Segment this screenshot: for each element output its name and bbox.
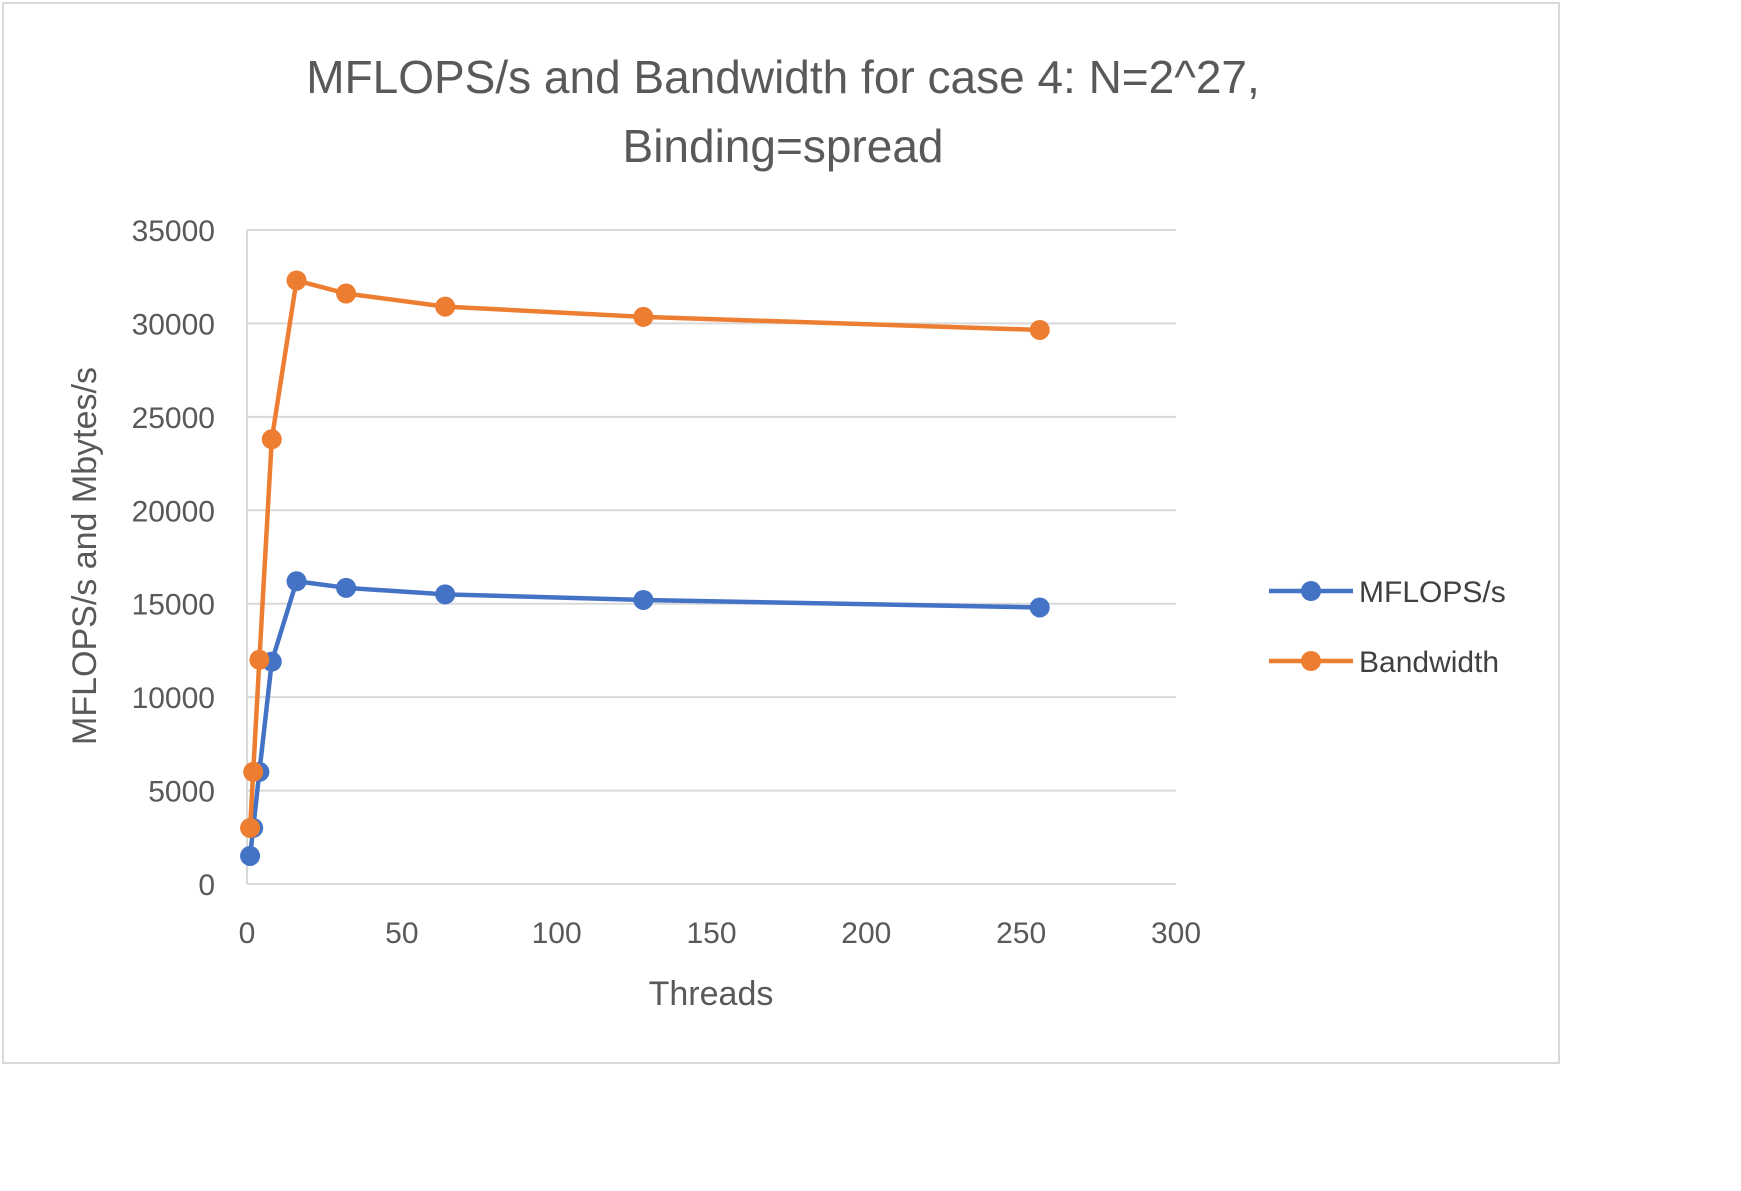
data-point [249,649,270,670]
x-tick-label: 250 [996,917,1046,950]
legend-label: MFLOPS/s [1359,576,1506,609]
data-point [243,761,264,782]
series-line [247,579,1040,857]
y-tick-label: 15000 [132,589,215,622]
y-tick-label: 5000 [148,776,215,809]
data-point [286,571,307,592]
y-tick-label: 10000 [132,682,215,715]
data-point [240,817,261,838]
chart-title-line-1: MFLOPS/s and Bandwidth for case 4: N=2^2… [306,51,1260,103]
data-point [435,584,456,605]
series-mflops [240,571,1050,866]
y-tick-label: 20000 [132,495,215,528]
x-tick-label: 50 [385,917,418,950]
x-tick-label: 200 [841,917,891,950]
legend-swatch-marker [1301,581,1321,601]
x-tick-label: 0 [239,917,256,950]
y-tick-label: 30000 [132,308,215,341]
series-layer [240,270,1050,866]
data-point [1029,597,1050,618]
gridlines [247,229,1176,792]
data-point [435,296,456,317]
y-tick-labels: 0 5000 10000 15000 20000 25000 30000 35000 [132,215,215,902]
data-point [261,429,282,450]
data-point [633,306,654,327]
y-tick-label: 35000 [132,215,215,248]
x-tick-label: 100 [532,917,582,950]
chart-svg: MFLOPS/s and Bandwidth for case 4: N=2^2… [66,51,1506,1013]
legend-item-bandwidth: Bandwidth [1269,646,1499,679]
chart-title-line-2: Binding=spread [623,120,944,172]
legend-swatch-marker [1301,651,1321,671]
chart-title: MFLOPS/s and Bandwidth for case 4: N=2^2… [306,51,1260,172]
x-axis-label: Threads [649,975,774,1013]
x-tick-labels: 0 50 100 150 200 250 300 [239,917,1201,950]
data-point [336,283,357,304]
series-bandwidth [240,270,1050,838]
y-axis-label: MFLOPS/s and Mbytes/s [66,367,104,745]
data-point [633,589,654,610]
series-line [247,278,1040,829]
data-point [336,577,357,598]
legend: MFLOPS/s Bandwidth [1269,576,1506,679]
legend-label: Bandwidth [1359,646,1499,679]
x-tick-label: 300 [1151,917,1201,950]
chart-container: MFLOPS/s and Bandwidth for case 4: N=2^2… [2,2,1560,1064]
legend-item-mflops: MFLOPS/s [1269,576,1506,609]
y-tick-label: 0 [198,869,215,902]
data-point [240,845,261,866]
data-point [1029,319,1050,340]
data-point [286,270,307,291]
y-tick-label: 25000 [132,402,215,435]
x-tick-label: 150 [686,917,736,950]
